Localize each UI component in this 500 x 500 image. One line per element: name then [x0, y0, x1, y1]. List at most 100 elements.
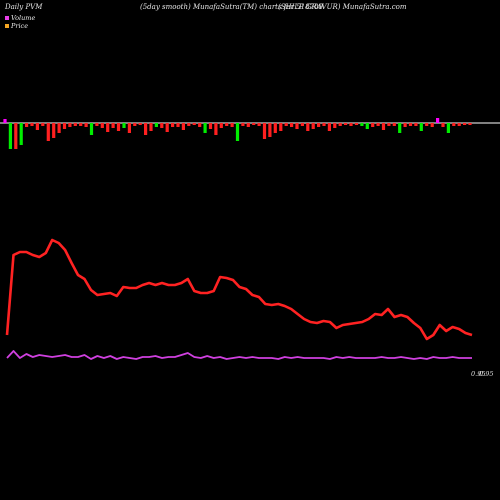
volume-bar [73, 123, 77, 126]
volume-bar [365, 123, 369, 129]
volume-bar [62, 123, 67, 129]
volume-bar [127, 123, 131, 133]
volume-bar [279, 123, 283, 131]
volume-bars [3, 118, 472, 149]
legend-price-label: Price [11, 22, 29, 30]
volume-bar [30, 123, 34, 126]
volume-bar [198, 123, 202, 127]
volume-bar [322, 123, 326, 126]
volume-bar [52, 123, 56, 138]
volume-bar [225, 123, 229, 126]
volume-bar [446, 123, 450, 133]
volume-bar [3, 119, 7, 123]
volume-bar [149, 123, 153, 131]
volume-bar [187, 123, 191, 126]
volume-bar [344, 123, 348, 125]
volume-bar [408, 123, 413, 126]
legend-price: Price [5, 22, 28, 30]
volume-bar [8, 123, 12, 149]
volume-bar [144, 123, 148, 135]
volume-bar [79, 123, 83, 126]
volume-bar [257, 123, 261, 126]
volume-bar [165, 123, 169, 132]
volume-bar [284, 123, 288, 126]
volume-bar [360, 123, 364, 126]
end-label-1: 0.95 [471, 370, 485, 378]
volume-bar [100, 123, 104, 128]
legend-volume-label: Volume [11, 14, 36, 22]
volume-bar [311, 123, 315, 129]
volume-bar [41, 123, 45, 126]
volume-bar [398, 123, 402, 133]
volume-bar [241, 123, 245, 126]
volume-bar [138, 123, 142, 125]
volume-bar [414, 123, 418, 126]
volume-bar [387, 123, 391, 126]
volume-bar [463, 123, 467, 125]
volume-bar [214, 123, 218, 135]
legend-volume-swatch [5, 16, 9, 20]
chart-header-middle: (5day smooth) MunafaSutra(TM) charts for… [140, 3, 323, 11]
volume-bar [208, 123, 213, 129]
volume-bar [133, 123, 137, 126]
volume-bar [57, 123, 61, 133]
chart-header-left: Daily PVM [5, 3, 43, 11]
volume-bar [430, 123, 434, 127]
volume-bar [230, 123, 234, 127]
price-line [5, 238, 473, 341]
volume-line [6, 350, 472, 360]
volume-bar [160, 123, 164, 128]
volume-bar [452, 123, 456, 126]
volume-bar [268, 123, 272, 137]
volume-bar [235, 123, 240, 141]
volume-bar [392, 123, 396, 126]
volume-bar [403, 123, 407, 127]
volume-bar [116, 123, 121, 131]
volume-bar [468, 123, 472, 125]
volume-bar [295, 123, 299, 129]
volume-bar [457, 123, 461, 126]
volume-bar [68, 123, 72, 127]
volume-bar [46, 123, 50, 141]
volume-bar [25, 123, 29, 127]
volume-bar [333, 123, 337, 128]
end-label-2: 0.95 [479, 370, 493, 378]
volume-bar [425, 123, 429, 126]
volume-bar [436, 118, 440, 123]
volume-bar [290, 123, 294, 127]
series-lines [5, 238, 473, 360]
volume-bar [176, 123, 180, 127]
volume-bar [317, 123, 321, 127]
volume-bar [262, 123, 267, 139]
volume-bar [14, 123, 18, 149]
volume-bar [419, 123, 423, 131]
legend-price-swatch [5, 24, 9, 28]
volume-bar [381, 123, 386, 130]
volume-bar [203, 123, 207, 133]
volume-bar [327, 123, 331, 131]
volume-bar [300, 123, 304, 126]
volume-bar [219, 123, 223, 128]
volume-bar [376, 123, 380, 126]
volume-bar [106, 123, 110, 132]
volume-bar [192, 123, 196, 125]
volume-bar [252, 123, 256, 125]
volume-bar [354, 123, 359, 125]
legend-volume: Volume [5, 14, 35, 22]
volume-bar [306, 123, 310, 131]
volume-bar [95, 123, 99, 126]
volume-bar [273, 123, 277, 133]
volume-bar [111, 123, 115, 128]
volume-bar [35, 123, 39, 130]
volume-bar [371, 123, 375, 127]
volume-bar [246, 123, 250, 127]
volume-bar [171, 123, 175, 127]
volume-bar [84, 123, 88, 127]
volume-bar [181, 123, 185, 130]
volume-bar [441, 123, 445, 127]
chart-header-right: (SHILP GRAVUR) MunafaSutra.com [278, 3, 407, 11]
volume-bar [349, 123, 353, 126]
volume-bar [154, 123, 158, 127]
volume-bar [89, 123, 94, 135]
